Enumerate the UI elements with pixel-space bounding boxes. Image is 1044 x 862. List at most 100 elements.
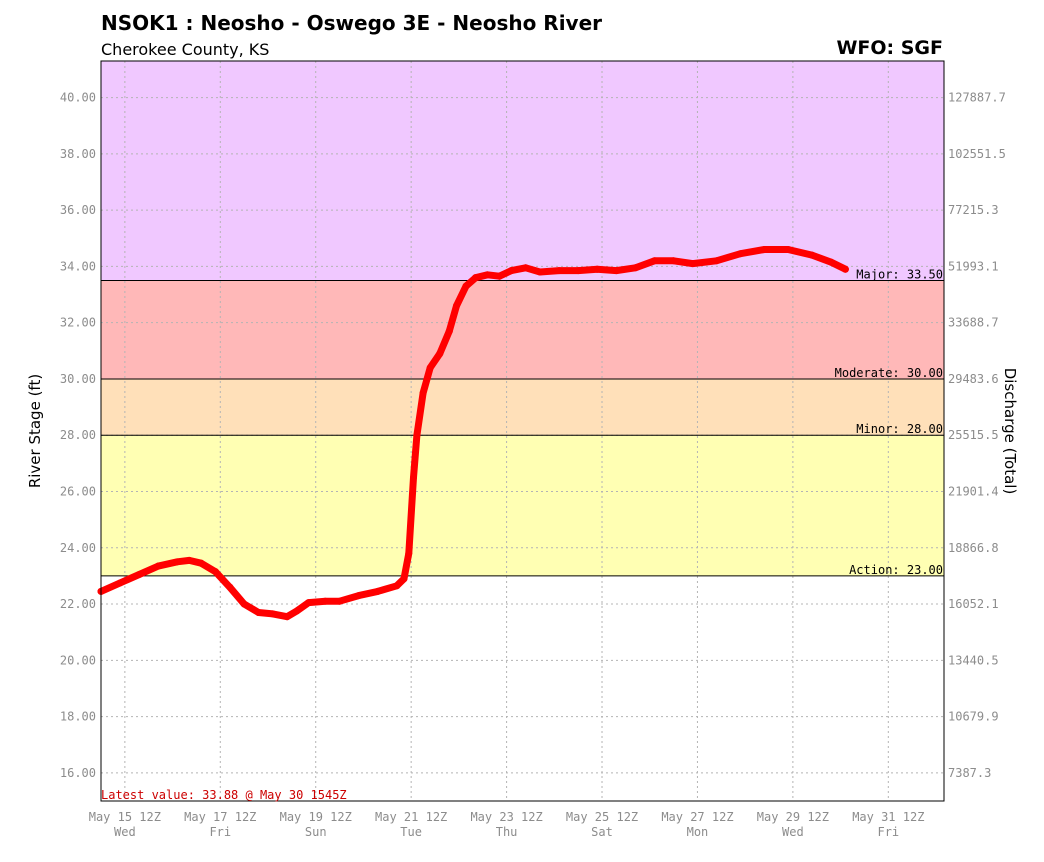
x-tick-day-label: Thu <box>496 825 518 839</box>
y-tick-label: 18.00 <box>60 710 96 724</box>
y-tick-label: 32.00 <box>60 316 96 330</box>
y2-tick-label: 21901.4 <box>948 484 999 498</box>
y-axis-title: River Stage (ft) <box>26 374 44 488</box>
series-point <box>293 607 301 615</box>
threshold-label-major: Major: 33.50 <box>856 267 943 281</box>
x-tick-day-label: Wed <box>782 825 804 839</box>
series-point <box>612 267 620 275</box>
series-point <box>419 389 427 397</box>
series-point <box>445 327 453 335</box>
y2-tick-label: 77215.3 <box>948 203 999 217</box>
series-point <box>574 267 582 275</box>
x-tick-day-label: Wed <box>114 825 136 839</box>
band-moderate <box>101 280 944 379</box>
stage-series <box>97 246 849 621</box>
x-tick-label: May 31 12Z <box>852 810 924 824</box>
x-tick-day-label: Mon <box>687 825 709 839</box>
band-action <box>101 435 944 576</box>
series-point <box>154 562 162 570</box>
series-point <box>808 251 816 259</box>
y2-tick-label: 13440.5 <box>948 653 999 667</box>
y2-tick-label: 102551.5 <box>948 147 1006 161</box>
wfo-label: WFO: SGF <box>836 37 943 59</box>
x-tick-day-label: Fri <box>877 825 899 839</box>
y-tick-label: 22.00 <box>60 597 96 611</box>
series-point <box>689 260 697 268</box>
y2-tick-label: 29483.6 <box>948 372 999 386</box>
x-tick-label: May 27 12Z <box>661 810 733 824</box>
y-tick-label: 16.00 <box>60 766 96 780</box>
series-point <box>197 559 205 567</box>
series-point <box>495 272 503 280</box>
band-minor <box>101 378 944 436</box>
series-point <box>536 268 544 276</box>
y-axis-ticks: 16.00 18.00 20.00 22.00 24.00 26.00 28.00 30.00… <box>60 91 96 780</box>
y2-tick-label: 25515.5 <box>948 428 999 442</box>
series-point <box>254 608 262 616</box>
series-point <box>410 473 418 481</box>
y2-tick-label: 51993.1 <box>948 259 999 273</box>
latest-value-label: Latest value: 33.88 @ May 30 1545Z <box>101 788 347 802</box>
y2-tick-label: 16052.1 <box>948 597 999 611</box>
series-point <box>135 570 143 578</box>
series-point <box>426 364 434 372</box>
series-point <box>651 257 659 265</box>
flood-category-bands <box>101 61 944 576</box>
threshold-label-action: Action: 23.00 <box>849 563 943 577</box>
series-point <box>226 583 234 591</box>
series-point <box>713 257 721 265</box>
series-point <box>400 575 408 583</box>
series-point <box>452 302 460 310</box>
series-point <box>436 350 444 358</box>
threshold-labels: Action: 23.00 Minor: 28.00 Moderate: 30.00… <box>835 267 943 576</box>
y-tick-label: 40.00 <box>60 91 96 105</box>
series-point <box>393 582 401 590</box>
y-tick-label: 26.00 <box>60 484 96 498</box>
series-point <box>472 274 480 282</box>
series-point <box>593 265 601 273</box>
y-tick-label: 24.00 <box>60 541 96 555</box>
series-point <box>670 257 678 265</box>
y-tick-label: 28.00 <box>60 428 96 442</box>
series-point <box>374 587 382 595</box>
x-tick-day-label: Fri <box>209 825 231 839</box>
y-tick-label: 38.00 <box>60 147 96 161</box>
series-point <box>760 246 768 254</box>
y2-tick-label: 10679.9 <box>948 710 999 724</box>
y2-tick-label: 7387.3 <box>948 766 991 780</box>
x-tick-label: May 23 12Z <box>470 810 542 824</box>
x-tick-day-label: Tue <box>400 825 422 839</box>
series-point <box>413 431 421 439</box>
x-tick-label: May 29 12Z <box>757 810 829 824</box>
series-point <box>736 250 744 258</box>
series-point <box>507 267 515 275</box>
plot-frame <box>100 60 945 802</box>
series-point <box>631 264 639 272</box>
x-tick-label: May 17 12Z <box>184 810 256 824</box>
series-point <box>827 258 835 266</box>
series-point <box>355 592 363 600</box>
y2-tick-label: 18866.8 <box>948 541 999 555</box>
x-tick-label: May 15 12Z <box>89 810 161 824</box>
y2-axis-title: Discharge (Total) <box>1001 368 1019 495</box>
threshold-label-minor: Minor: 28.00 <box>856 422 943 436</box>
series-point <box>240 600 248 608</box>
x-tick-label: May 21 12Z <box>375 810 447 824</box>
y2-axis-ticks: 7387.3 10679.9 13440.5 16052.1 18866.8 21901.… <box>948 91 1006 780</box>
x-tick-day-label: Sun <box>305 825 327 839</box>
chart-title: NSOK1 : Neosho - Oswego 3E - Neosho Rive… <box>101 11 602 35</box>
series-point <box>305 599 313 607</box>
y-tick-label: 36.00 <box>60 203 96 217</box>
series-point <box>185 556 193 564</box>
x-tick-label: May 25 12Z <box>566 810 638 824</box>
series-point <box>555 267 563 275</box>
y-tick-label: 34.00 <box>60 259 96 273</box>
series-point <box>283 613 291 621</box>
series-point <box>784 246 792 254</box>
x-tick-label: May 19 12Z <box>280 810 352 824</box>
threshold-label-moderate: Moderate: 30.00 <box>835 366 943 380</box>
band-major <box>101 61 944 281</box>
y-tick-label: 30.00 <box>60 372 96 386</box>
